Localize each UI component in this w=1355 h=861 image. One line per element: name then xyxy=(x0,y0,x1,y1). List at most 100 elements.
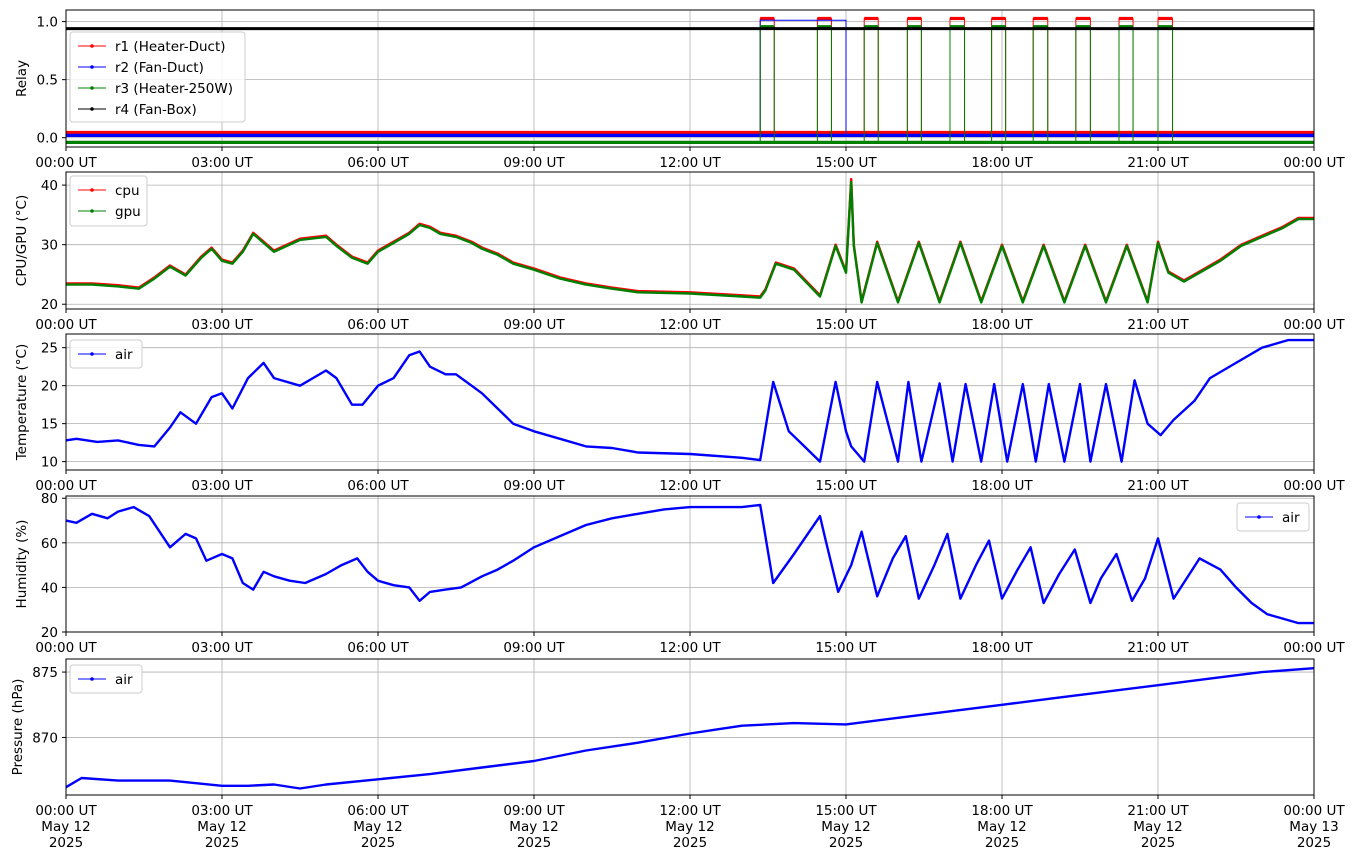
y-tick-label: 20 xyxy=(41,625,58,641)
x-tick-label: 00:00 UT May 13 2025 xyxy=(1283,803,1345,851)
y-tick-label: 10 xyxy=(41,455,58,471)
y-tick-label: 1.0 xyxy=(37,15,58,31)
x-tick-label: 12:00 UT xyxy=(659,640,721,656)
x-tick-label: 06:00 UT xyxy=(347,640,409,656)
y-tick-label: 20 xyxy=(41,297,58,313)
x-tick-label: 21:00 UT xyxy=(1127,155,1189,171)
y-tick-label: 25 xyxy=(41,341,58,357)
x-tick-label: 00:00 UT May 12 2025 xyxy=(35,803,97,851)
x-tick-label: 00:00 UT xyxy=(1283,155,1345,171)
legend-swatch-marker xyxy=(90,677,94,681)
x-tick-label: 18:00 UT May 12 2025 xyxy=(971,803,1033,851)
legend-entry-label: r4 (Fan-Box) xyxy=(115,102,197,118)
x-tick-label: 18:00 UT xyxy=(971,478,1033,494)
legend-entry-label: air xyxy=(115,672,133,688)
x-tick-label: 21:00 UT xyxy=(1127,478,1189,494)
panel-pressure: 870 875 00:00 UT May 12 2025 03:00 UT May 12 20… xyxy=(10,658,1345,851)
y-tick-label: 40 xyxy=(41,580,58,596)
y-axis-label: Humidity (%) xyxy=(14,520,30,609)
x-tick-label: 00:00 UT xyxy=(35,640,97,656)
legend-swatch-marker xyxy=(90,107,94,111)
y-axis-label: Relay xyxy=(14,60,30,97)
x-tick-label: 15:00 UT xyxy=(815,478,877,494)
x-tick-label: 09:00 UT xyxy=(503,155,565,171)
x-tick-label: 00:00 UT xyxy=(35,155,97,171)
x-tick-label: 09:00 UT xyxy=(503,317,565,333)
x-tick-label: 06:00 UT xyxy=(347,478,409,494)
legend-swatch-marker xyxy=(90,188,94,192)
legend-entry-label: cpu xyxy=(115,183,140,199)
y-axis-label: CPU/GPU (°C) xyxy=(14,195,30,286)
x-tick-label: 03:00 UT xyxy=(191,317,253,333)
x-tick-label: 15:00 UT xyxy=(815,317,877,333)
x-tick-label: 12:00 UT xyxy=(659,155,721,171)
series-group xyxy=(66,338,1314,463)
x-tick-label: 15:00 UT xyxy=(815,640,877,656)
panel-temperature: 10 15 20 25 00:00 UT 03:00 UT 06:00 UT 09:00 UT… xyxy=(14,333,1345,494)
x-tick-label: 15:00 UT May 12 2025 xyxy=(815,803,877,851)
x-tick-label: 21:00 UT May 12 2025 xyxy=(1127,803,1189,851)
legend-frame xyxy=(69,175,148,227)
x-tick-label: 00:00 UT xyxy=(1283,317,1345,333)
legend: air xyxy=(69,664,143,694)
x-tick-label: 00:00 UT xyxy=(35,478,97,494)
x-tick-label: 18:00 UT xyxy=(971,317,1033,333)
x-tick-label: 03:00 UT xyxy=(191,478,253,494)
x-tick-label: 06:00 UT xyxy=(347,317,409,333)
y-tick-label: 80 xyxy=(41,491,58,507)
y-tick-label: 15 xyxy=(41,417,58,433)
y-tick-label: 60 xyxy=(41,536,58,552)
legend-entry-label: r1 (Heater-Duct) xyxy=(115,39,226,55)
legend-swatch-marker xyxy=(90,352,94,356)
x-tick-label: 09:00 UT xyxy=(503,640,565,656)
x-tick-label: 00:00 UT xyxy=(1283,478,1345,494)
x-tick-label: 00:00 UT xyxy=(1283,640,1345,656)
legend: air xyxy=(1236,502,1310,532)
series-line-air xyxy=(66,338,1314,463)
x-tick-label: 03:00 UT xyxy=(191,155,253,171)
series-line-air xyxy=(66,503,1314,625)
legend-swatch-marker xyxy=(90,209,94,213)
y-tick-label: 40 xyxy=(41,178,58,194)
legend-swatch-marker xyxy=(90,44,94,48)
panel-cpu_gpu: 20 30 40 00:00 UT 03:00 UT 06:00 UT 09:00 UT 12… xyxy=(14,171,1345,333)
series-line-air xyxy=(66,667,1314,790)
x-tick-label: 21:00 UT xyxy=(1127,317,1189,333)
legend-entry-label: r2 (Fan-Duct) xyxy=(115,60,204,76)
x-tick-label: 03:00 UT May 12 2025 xyxy=(191,803,253,851)
legend-swatch-marker xyxy=(90,86,94,90)
legend-entry-label: gpu xyxy=(115,204,141,220)
x-tick-label: 21:00 UT xyxy=(1127,640,1189,656)
y-tick-label: 0.0 xyxy=(37,131,58,147)
series-line-gpu xyxy=(66,180,1314,304)
x-tick-label: 18:00 UT xyxy=(971,155,1033,171)
legend-entry-label: air xyxy=(1282,510,1300,526)
legend-swatch-marker xyxy=(90,65,94,69)
y-tick-label: 30 xyxy=(41,238,58,254)
series-group xyxy=(66,667,1314,790)
y-tick-label: 870 xyxy=(32,730,58,746)
x-tick-label: 09:00 UT xyxy=(503,478,565,494)
x-tick-label: 00:00 UT xyxy=(35,317,97,333)
legend-swatch-marker xyxy=(1257,515,1261,519)
x-tick-label: 15:00 UT xyxy=(815,155,877,171)
legend-entry-label: r3 (Heater-250W) xyxy=(115,81,233,97)
legend-entry-label: air xyxy=(115,347,133,363)
x-tick-label: 06:00 UT May 12 2025 xyxy=(347,803,409,851)
x-tick-label: 12:00 UT xyxy=(659,478,721,494)
series-group xyxy=(66,16,1314,144)
series-group xyxy=(66,177,1314,304)
x-tick-label: 18:00 UT xyxy=(971,640,1033,656)
x-tick-label: 12:00 UT May 12 2025 xyxy=(659,803,721,851)
legend: r1 (Heater-Duct) r2 (Fan-Duct) r3 (Heater-… xyxy=(69,31,246,123)
series-group xyxy=(66,503,1314,625)
x-tick-label: 09:00 UT May 12 2025 xyxy=(503,803,565,851)
y-tick-label: 0.5 xyxy=(37,73,58,89)
panel-relay: 0.0 0.5 1.0 00:00 UT 03:00 UT 06:00 UT 09:00 U… xyxy=(14,9,1345,171)
y-axis-label: Pressure (hPa) xyxy=(10,679,26,776)
panel-humidity: 20 40 60 80 00:00 UT 03:00 UT 06:00 UT 09:00 UT… xyxy=(14,491,1345,656)
x-tick-label: 03:00 UT xyxy=(191,640,253,656)
y-tick-label: 875 xyxy=(32,665,58,681)
